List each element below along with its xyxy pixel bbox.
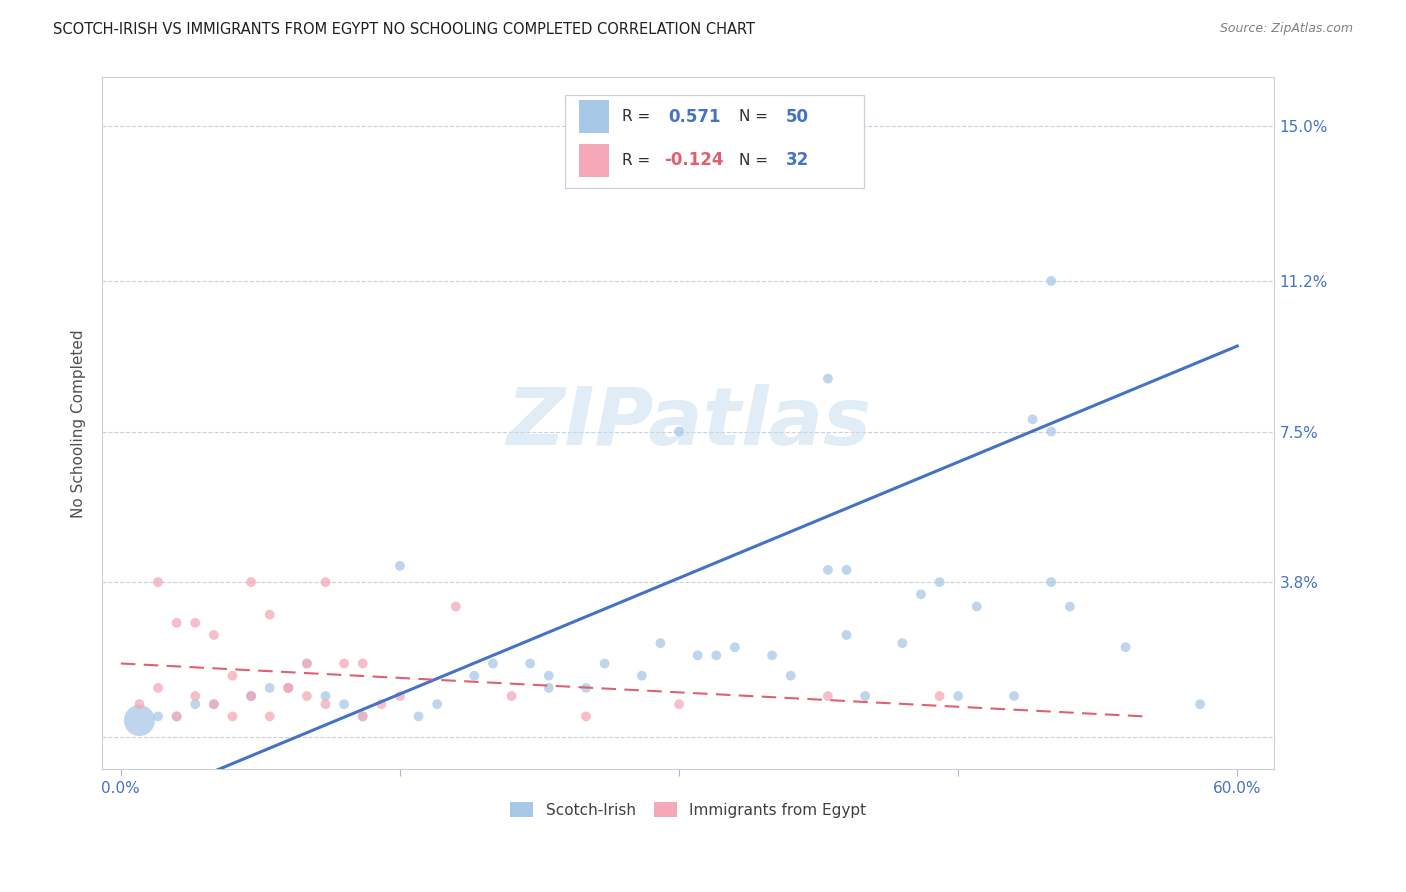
- Text: ZIPatlas: ZIPatlas: [506, 384, 870, 462]
- Point: [501, 689, 523, 703]
- Point: [593, 657, 616, 671]
- Point: [724, 640, 747, 655]
- Point: [202, 697, 225, 711]
- Y-axis label: No Schooling Completed: No Schooling Completed: [72, 329, 86, 517]
- Point: [315, 689, 337, 703]
- Point: [333, 697, 356, 711]
- Point: [240, 689, 263, 703]
- Point: [240, 689, 263, 703]
- Point: [128, 697, 150, 711]
- Point: [166, 615, 188, 630]
- Text: Source: ZipAtlas.com: Source: ZipAtlas.com: [1219, 22, 1353, 36]
- Point: [946, 689, 969, 703]
- Point: [146, 709, 169, 723]
- Text: -0.124: -0.124: [664, 152, 723, 169]
- Point: [463, 669, 485, 683]
- Text: 32: 32: [786, 152, 808, 169]
- Point: [1189, 697, 1212, 711]
- Text: N =: N =: [738, 153, 768, 168]
- Text: SCOTCH-IRISH VS IMMIGRANTS FROM EGYPT NO SCHOOLING COMPLETED CORRELATION CHART: SCOTCH-IRISH VS IMMIGRANTS FROM EGYPT NO…: [53, 22, 755, 37]
- Point: [426, 697, 449, 711]
- Point: [1115, 640, 1137, 655]
- Point: [202, 697, 225, 711]
- Point: [817, 689, 839, 703]
- Point: [537, 681, 560, 695]
- Point: [668, 697, 690, 711]
- Point: [1002, 689, 1025, 703]
- Text: 50: 50: [786, 108, 808, 126]
- Point: [891, 636, 914, 650]
- Point: [575, 681, 598, 695]
- Point: [408, 709, 430, 723]
- Point: [295, 657, 318, 671]
- Point: [928, 689, 950, 703]
- Point: [817, 371, 839, 385]
- Point: [388, 689, 411, 703]
- Point: [295, 689, 318, 703]
- Point: [184, 689, 207, 703]
- Point: [388, 558, 411, 573]
- Point: [779, 669, 801, 683]
- Point: [835, 628, 858, 642]
- Point: [277, 681, 299, 695]
- Point: [146, 575, 169, 590]
- Point: [817, 563, 839, 577]
- Point: [1040, 425, 1063, 439]
- Point: [704, 648, 727, 663]
- Point: [1021, 412, 1043, 426]
- Point: [1040, 575, 1063, 590]
- Point: [295, 657, 318, 671]
- Point: [202, 628, 225, 642]
- Point: [277, 681, 299, 695]
- Point: [259, 607, 281, 622]
- Point: [835, 563, 858, 577]
- Text: N =: N =: [738, 110, 768, 124]
- Point: [761, 648, 783, 663]
- Point: [352, 657, 374, 671]
- Text: R =: R =: [621, 153, 650, 168]
- Legend: Scotch-Irish, Immigrants from Egypt: Scotch-Irish, Immigrants from Egypt: [505, 797, 872, 824]
- Point: [686, 648, 709, 663]
- Point: [853, 689, 876, 703]
- Point: [221, 709, 243, 723]
- Point: [668, 425, 690, 439]
- Point: [482, 657, 505, 671]
- Point: [352, 709, 374, 723]
- Point: [966, 599, 988, 614]
- Point: [240, 689, 263, 703]
- Point: [184, 697, 207, 711]
- Point: [352, 709, 374, 723]
- Point: [240, 575, 263, 590]
- Point: [370, 697, 392, 711]
- Point: [612, 139, 634, 153]
- Point: [650, 636, 672, 650]
- Point: [277, 681, 299, 695]
- Point: [575, 709, 598, 723]
- Point: [166, 709, 188, 723]
- Point: [630, 669, 652, 683]
- Point: [444, 599, 467, 614]
- Point: [184, 615, 207, 630]
- Point: [1040, 274, 1063, 288]
- Point: [259, 709, 281, 723]
- Bar: [579, 144, 609, 178]
- Text: R =: R =: [621, 110, 650, 124]
- Point: [1059, 599, 1081, 614]
- Point: [315, 575, 337, 590]
- Text: 0.571: 0.571: [668, 108, 721, 126]
- FancyBboxPatch shape: [565, 95, 865, 188]
- Point: [928, 575, 950, 590]
- Point: [537, 669, 560, 683]
- Point: [221, 669, 243, 683]
- Bar: [579, 100, 609, 134]
- Point: [315, 697, 337, 711]
- Point: [910, 587, 932, 601]
- Point: [519, 657, 541, 671]
- Point: [259, 681, 281, 695]
- Point: [128, 714, 150, 728]
- Point: [333, 657, 356, 671]
- Point: [166, 709, 188, 723]
- Point: [146, 681, 169, 695]
